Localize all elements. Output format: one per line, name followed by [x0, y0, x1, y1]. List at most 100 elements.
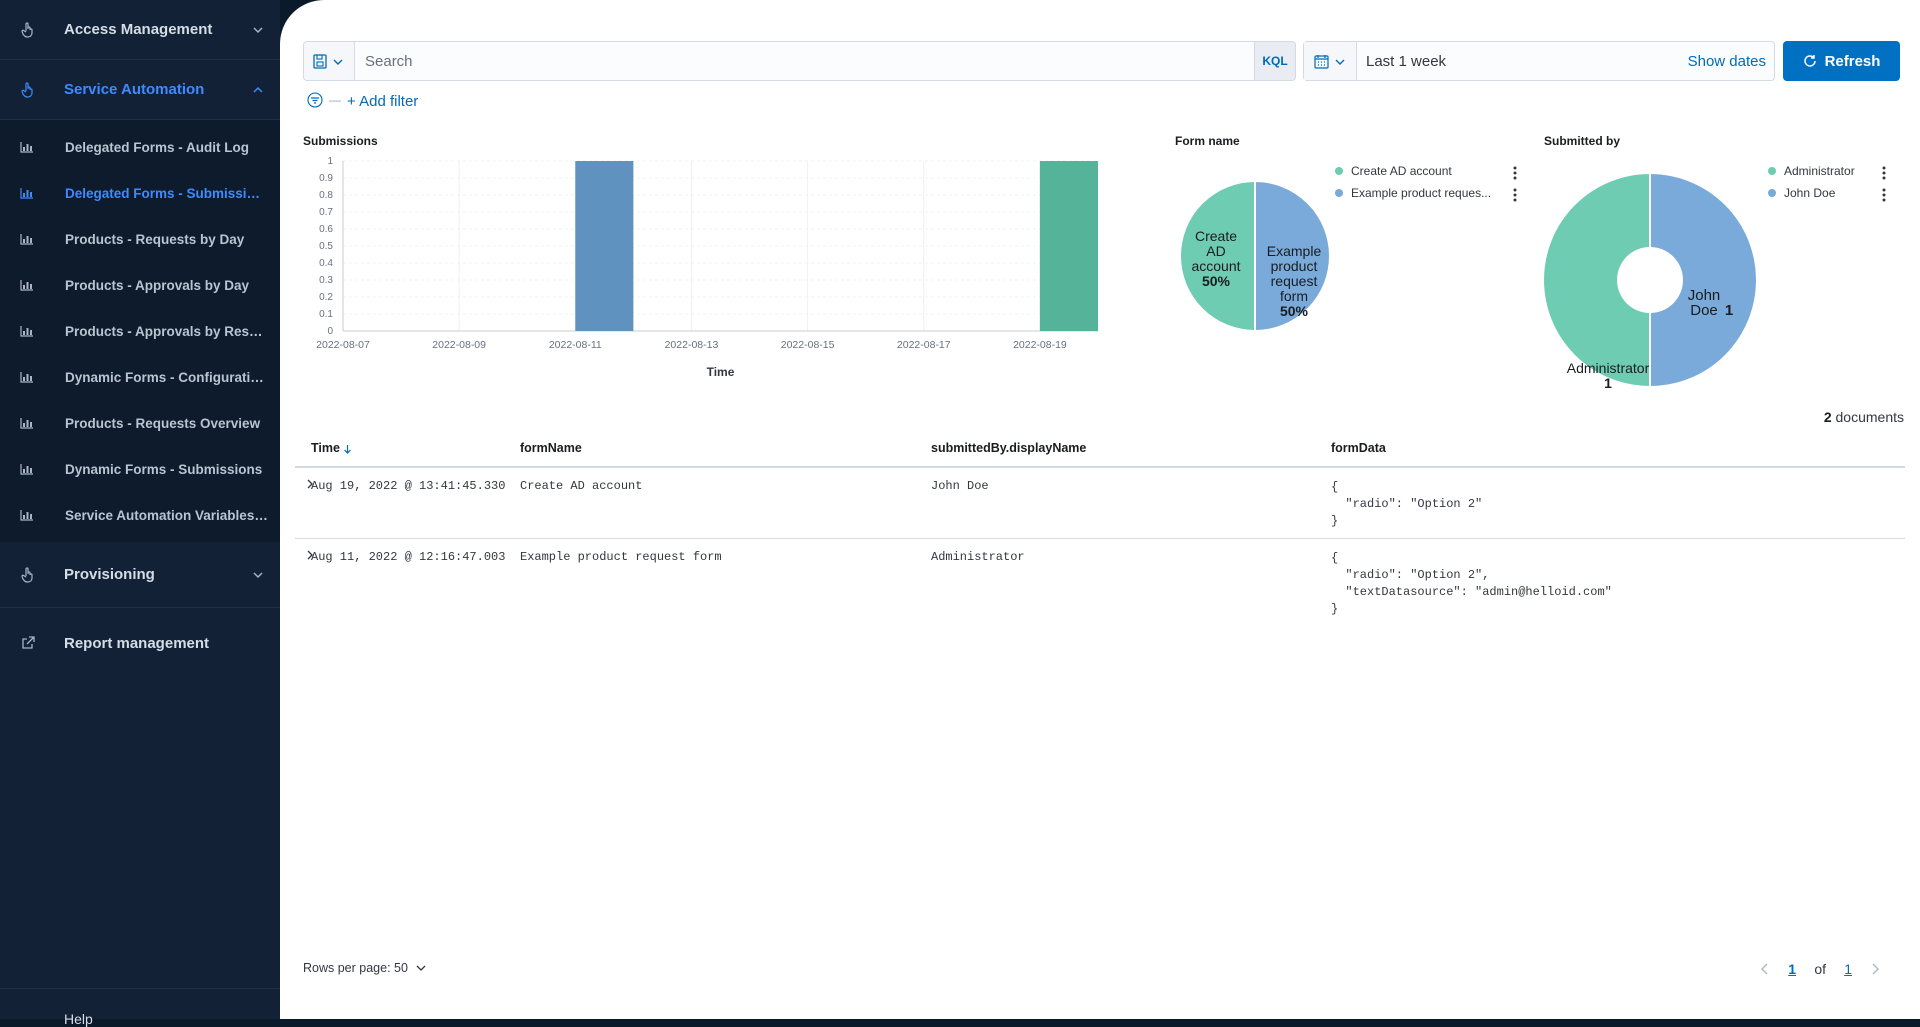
page-of: of	[1814, 961, 1826, 977]
sidebar-section-provisioning[interactable]: Provisioning	[0, 542, 280, 608]
legend-item[interactable]: Create AD account	[1335, 164, 1452, 178]
slice-label: AD	[1206, 243, 1225, 259]
slice-value-label: 1	[1604, 375, 1612, 391]
pie-slice[interactable]	[1254, 179, 1331, 333]
cell-formname: Example product request form	[520, 550, 722, 564]
show-dates-link[interactable]: Show dates	[1687, 53, 1766, 70]
page-total[interactable]: 1	[1844, 961, 1852, 977]
table-row[interactable]: Aug 11, 2022 @ 12:16:47.003 Example prod…	[295, 539, 1905, 625]
cell-formdata: { "radio": "Option 2" }	[1331, 480, 1483, 528]
legend-item[interactable]: John Doe	[1768, 186, 1835, 200]
column-header-time[interactable]: Time	[311, 441, 352, 455]
sidebar-item[interactable]: Products - Approvals by Respo...	[0, 308, 280, 354]
legend-dot	[1768, 188, 1776, 197]
legend-dot	[1335, 188, 1343, 197]
sidebar-item-label: Dynamic Forms - Configuration...	[65, 369, 268, 385]
pie-slice[interactable]	[1649, 171, 1758, 389]
cell-submittedby: Administrator	[931, 550, 1025, 564]
submissions-bar-chart: 0 0.1 0.2 0.3 0.4 0.5 0.6 0.7 0.8 0.9 1 2022-08-07 2…	[316, 156, 1098, 379]
sort-down-icon[interactable]	[343, 444, 352, 454]
sidebar-item[interactable]: Dynamic Forms - Configuration...	[0, 354, 280, 400]
legend-options-icon[interactable]	[1882, 188, 1886, 202]
legend-item[interactable]: Example product reques...	[1335, 186, 1491, 200]
chevron-right-icon[interactable]	[1870, 963, 1880, 975]
filter-icon[interactable]	[307, 92, 323, 108]
column-header-formdata[interactable]: formData	[1331, 441, 1386, 455]
sidebar-bottom-item[interactable]: Help	[0, 988, 280, 1027]
sidebar-item[interactable]: Delegated Forms - Submissions	[0, 170, 280, 216]
bar[interactable]	[575, 161, 634, 331]
x-tick-label: 2022-08-07	[316, 339, 370, 351]
column-header-submittedby[interactable]: submittedBy.displayName	[931, 441, 1087, 455]
column-header-formname[interactable]: formName	[520, 441, 582, 455]
legend-item[interactable]: Administrator	[1768, 164, 1855, 178]
sidebar-item[interactable]: Products - Approvals by Day	[0, 262, 280, 308]
chevron-right-icon[interactable]	[304, 549, 316, 561]
sidebar-item[interactable]: Products - Requests Overview	[0, 400, 280, 446]
slice-label: account	[1191, 258, 1240, 274]
sidebar-item[interactable]: Dynamic Forms - Submissions	[0, 446, 280, 492]
rows-per-page-select[interactable]: Rows per page: 50	[303, 961, 426, 975]
query-bar: KQL Last 1 week Show dates Refresh	[303, 41, 1900, 81]
calendar-icon	[1314, 55, 1329, 69]
legend-dot	[1335, 166, 1343, 175]
sidebar-item[interactable]: Delegated Forms - Audit Log	[0, 124, 280, 170]
y-tick-label: 0.6	[319, 224, 333, 235]
chevron-down-icon	[333, 59, 343, 65]
pagination-bar: Rows per page: 50 1 of 1	[303, 958, 1900, 980]
cell-formdata: { "radio": "Option 2", "textDatasource":…	[1331, 551, 1612, 616]
legend-options-icon[interactable]	[1882, 166, 1886, 180]
sidebar-section-access-management[interactable]: Access Management	[0, 0, 280, 60]
cell-time: Aug 11, 2022 @ 12:16:47.003	[311, 550, 506, 564]
slice-value-label: 50%	[1280, 303, 1309, 319]
sidebar: Access Management Service Automation Del…	[0, 0, 280, 1027]
sidebar-section-label: Service Automation	[64, 81, 205, 98]
sidebar-item[interactable]: Service Automation Variables -...	[0, 492, 280, 538]
y-tick-label: 0.4	[319, 258, 333, 269]
sidebar-item[interactable]: Products - Requests by Day	[0, 216, 280, 262]
sidebar-report-management[interactable]: Report management	[0, 608, 280, 678]
y-tick-label: 0.2	[319, 292, 333, 303]
kql-toggle-button[interactable]: KQL	[1255, 41, 1296, 81]
quick-select-button[interactable]	[1304, 42, 1357, 80]
table-header: Time formName submittedBy.displayName fo…	[295, 432, 1905, 468]
y-tick-label: 0.8	[319, 190, 333, 201]
slice-label: product	[1271, 258, 1318, 274]
sidebar-section-label: Provisioning	[64, 566, 155, 583]
cell-submittedby: John Doe	[931, 479, 989, 493]
x-tick-label: 2022-08-19	[1013, 339, 1067, 351]
sidebar-item-label: Products - Approvals by Day	[65, 277, 250, 293]
y-tick-label: 1	[327, 156, 333, 167]
table-row[interactable]: Aug 19, 2022 @ 13:41:45.330 Create AD ac…	[295, 468, 1905, 539]
slice-label: Example	[1267, 243, 1322, 259]
legend-options-icon[interactable]	[1513, 188, 1517, 202]
bar-chart-icon	[20, 326, 33, 337]
sidebar-section-label: Access Management	[64, 21, 213, 38]
sidebar-item-label: Service Automation Variables -...	[65, 507, 268, 523]
bar[interactable]	[1039, 161, 1098, 331]
page-current[interactable]: 1	[1788, 961, 1796, 977]
refresh-button[interactable]: Refresh	[1783, 41, 1900, 81]
add-filter-button[interactable]: + Add filter	[347, 93, 419, 110]
pie-slice[interactable]	[1179, 179, 1256, 333]
donut-hole	[1617, 247, 1683, 313]
pie-slice[interactable]	[1542, 171, 1651, 389]
search-input[interactable]	[355, 41, 1255, 81]
save-icon	[313, 54, 327, 69]
sidebar-item-label: Dynamic Forms - Submissions	[65, 461, 263, 477]
saved-query-button[interactable]	[303, 41, 355, 81]
sidebar-report-management-label: Report management	[64, 634, 210, 652]
sidebar-bottom-label: Help	[64, 1011, 93, 1027]
rows-per-page-label: Rows per page: 50	[303, 961, 408, 975]
sidebar-item-label: Products - Requests by Day	[65, 231, 245, 247]
chevron-left-icon[interactable]	[1760, 963, 1770, 975]
document-count: 2 documents	[1824, 409, 1904, 425]
date-picker[interactable]: Last 1 week Show dates	[1303, 41, 1775, 81]
y-tick-label: 0.3	[319, 275, 333, 286]
submitted-by-panel-title: Submitted by	[1544, 134, 1621, 148]
slice-label: Doe	[1690, 302, 1718, 319]
legend-options-icon[interactable]	[1513, 166, 1517, 180]
chevron-right-icon[interactable]	[304, 478, 316, 490]
x-tick-label: 2022-08-17	[897, 339, 951, 351]
sidebar-section-service-automation[interactable]: Service Automation	[0, 60, 280, 120]
